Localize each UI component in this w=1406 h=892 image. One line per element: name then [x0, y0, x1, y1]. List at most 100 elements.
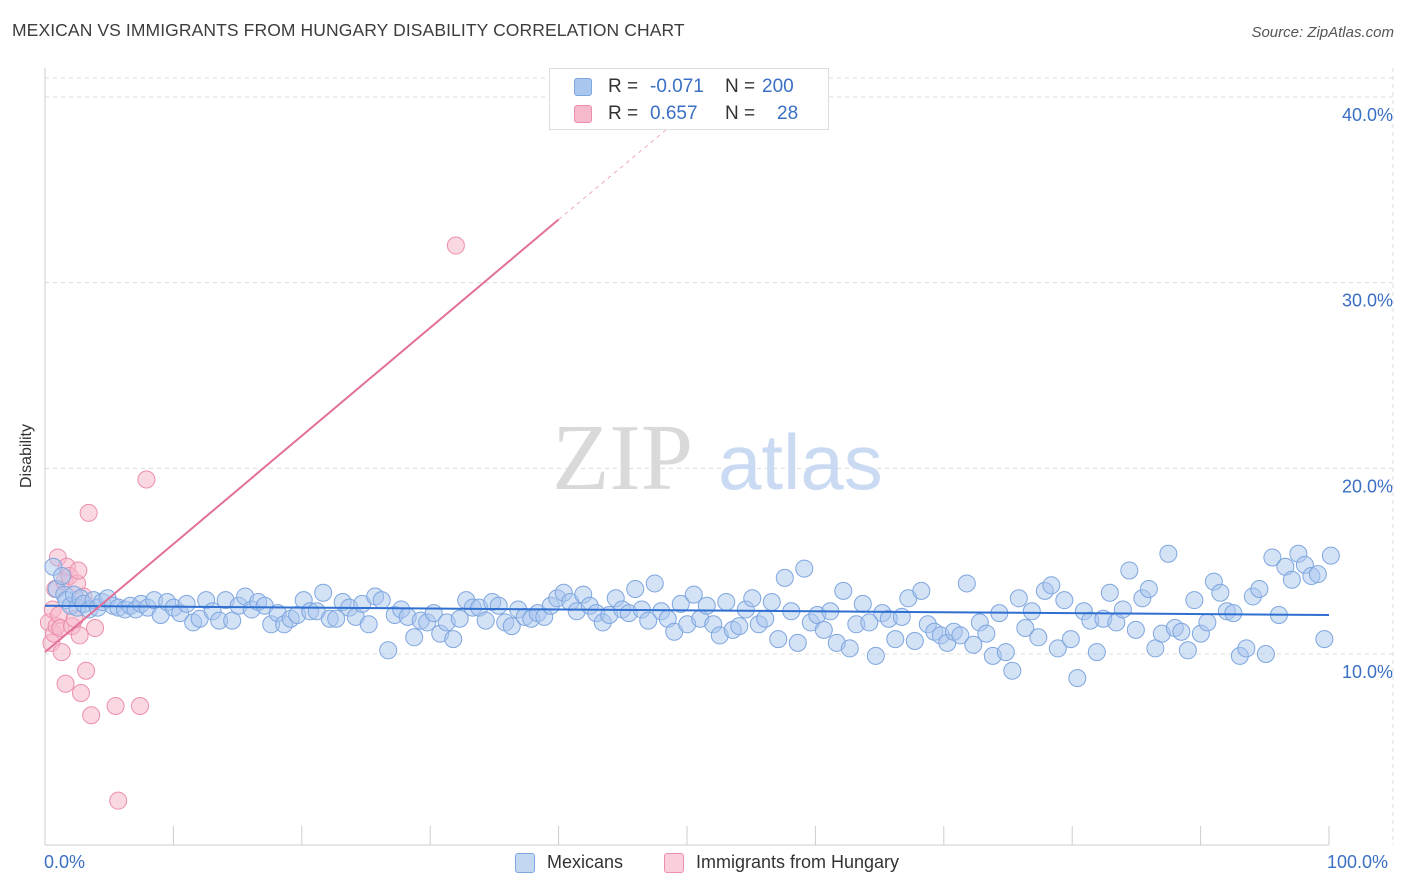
mexican-point: [626, 580, 645, 599]
mexican-point: [814, 620, 833, 639]
mexican-point: [1263, 548, 1282, 567]
mexican-point: [834, 581, 853, 600]
mexican-point: [1009, 589, 1028, 608]
mexican-point: [788, 633, 807, 652]
mexican-point: [1315, 630, 1334, 649]
source-label: Source: ZipAtlas.com: [1251, 24, 1394, 41]
hungary-point: [109, 791, 128, 810]
mexican-point: [1068, 669, 1087, 688]
n-label: N =: [725, 103, 756, 124]
series-mexicans-points: [44, 544, 1340, 688]
watermark-atlas: atlas: [718, 418, 883, 506]
mexican-point: [1113, 600, 1132, 619]
hungary-point: [70, 626, 89, 645]
x-axis-min-label: 0.0%: [44, 852, 86, 872]
mexican-point: [1016, 619, 1035, 638]
mexican-point: [957, 574, 976, 593]
series-immigrants-from-hungary-points: [39, 236, 465, 810]
watermark: ZIP atlas: [552, 406, 883, 510]
mexican-point: [775, 568, 794, 587]
mexican-point: [905, 632, 924, 651]
mexican-point: [671, 594, 690, 613]
mexican-point: [1003, 661, 1022, 680]
mexican-point: [795, 559, 814, 578]
chart-title: MEXICAN VS IMMIGRANTS FROM HUNGARY DISAB…: [12, 20, 685, 40]
ytick-label: 40.0%: [1342, 105, 1393, 125]
hungary-point: [52, 643, 71, 662]
mexican-point: [1256, 645, 1275, 663]
r-value: 0.657: [650, 103, 698, 124]
mexican-point: [372, 591, 391, 610]
mexican-point: [1178, 641, 1197, 660]
mexican-point: [1120, 561, 1139, 580]
hungary-point: [131, 696, 150, 715]
watermark-zip: ZIP: [552, 406, 693, 510]
mexican-point: [1224, 604, 1243, 623]
hungary-point: [71, 683, 90, 702]
mexican-point: [1211, 583, 1230, 602]
mexican-point: [314, 583, 333, 602]
hungary-point: [77, 661, 96, 680]
mexicans-trendline: [44, 604, 1330, 617]
mexican-point: [1321, 546, 1340, 565]
mexican-point: [1048, 639, 1067, 658]
mexican-point: [1237, 639, 1256, 658]
hungary-point: [56, 674, 75, 693]
r-value: -0.071: [650, 76, 704, 97]
trendlines: [44, 122, 1330, 653]
mexican-point: [502, 617, 521, 636]
n-value: 28: [777, 103, 799, 124]
mexican-point: [853, 594, 872, 613]
mexican-point: [1061, 630, 1080, 649]
hungary-swatch: [574, 105, 592, 123]
mexican-point: [1185, 591, 1204, 610]
mexican-point: [860, 613, 879, 632]
hungary-trendline-extension: [558, 122, 675, 220]
mexican-point: [762, 593, 781, 612]
r-label: R =: [608, 76, 639, 97]
mexican-point: [450, 609, 469, 628]
mexican-point: [1087, 643, 1106, 662]
mexican-point: [1159, 544, 1178, 563]
mexican-point: [1022, 602, 1041, 621]
mexican-point: [645, 574, 664, 593]
mexican-point: [1042, 576, 1061, 595]
x-axis-max-label: 100.0%: [1327, 852, 1389, 872]
mexican-point: [951, 626, 970, 645]
mexicans-legend-swatch: [515, 853, 535, 873]
mexican-point: [1172, 622, 1191, 641]
mexican-point: [489, 596, 508, 615]
ytick-labels: 10.0% 20.0% 30.0% 40.0%: [1342, 105, 1393, 682]
mexican-point: [444, 630, 463, 649]
mexican-point: [886, 630, 905, 649]
stats-row-mexicans: R = -0.071 N = 200: [550, 74, 828, 100]
mexican-point: [476, 611, 495, 630]
mexican-point: [697, 596, 716, 615]
hungary-trendline: [44, 218, 560, 653]
ytick-label: 20.0%: [1342, 476, 1393, 496]
mexican-point: [769, 630, 788, 649]
mexican-point: [1146, 639, 1165, 658]
mexican-point: [1250, 580, 1269, 599]
mexican-point: [1282, 570, 1301, 589]
hungary-point: [82, 706, 101, 725]
mexican-point: [639, 611, 658, 630]
mexican-point: [977, 624, 996, 643]
n-value: 200: [762, 76, 794, 97]
mexican-point: [1055, 591, 1074, 610]
r-label: R =: [608, 103, 639, 124]
mexican-point: [1198, 613, 1217, 632]
hungary-point: [69, 561, 88, 580]
mexican-point: [177, 594, 196, 613]
hungary-point: [86, 619, 105, 638]
mexican-point: [756, 609, 775, 628]
mexican-point: [996, 643, 1015, 662]
mexican-point: [840, 639, 859, 658]
mexican-point: [359, 615, 378, 634]
legend-label: Immigrants from Hungary: [696, 852, 900, 872]
mexican-point: [1139, 580, 1158, 599]
mexican-point: [866, 646, 885, 665]
mexican-point: [684, 585, 703, 604]
mexican-point: [405, 628, 424, 647]
